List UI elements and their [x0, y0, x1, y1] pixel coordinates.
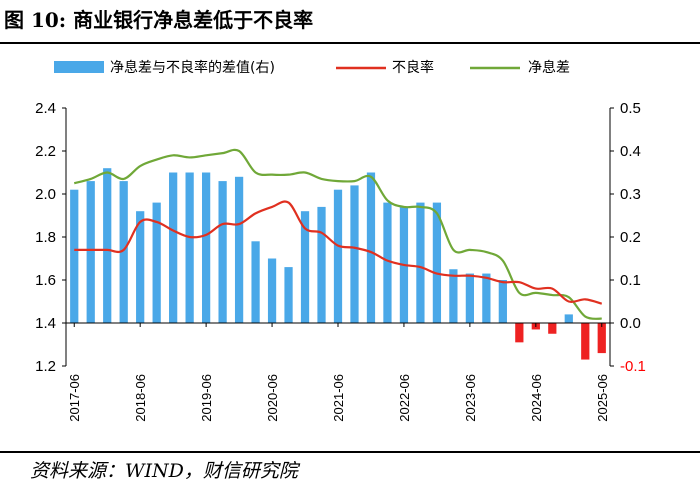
chart: 净息差与不良率的差值(右) 不良率 净息差 1.2 1.4 1.6 1.8 2.0 2.2 2.…: [35, 59, 646, 422]
spread-bar: [119, 181, 128, 323]
spread-bar: [251, 241, 260, 323]
x-tick-label: 2025-06: [595, 374, 610, 422]
spread-bar: [234, 176, 244, 323]
spread-bar: [432, 202, 442, 323]
line-series: [73, 148, 603, 320]
spread-bar: [136, 211, 145, 323]
legend-bar-swatch: [54, 61, 104, 73]
spread-bar: [70, 189, 79, 323]
spread-bar: [317, 206, 326, 323]
spread-bar: [284, 267, 293, 323]
x-tick-label: 2020-06: [265, 374, 280, 422]
spread-bar: [300, 211, 310, 323]
legend-bar-label: 净息差与不良率的差值(右): [110, 59, 275, 76]
spread-bar: [482, 273, 491, 323]
npl-line: [74, 200, 603, 305]
spread-bar: [366, 172, 376, 323]
x-tick-label: 2017-06: [67, 374, 82, 422]
x-tick-label: 2021-06: [331, 374, 346, 422]
left-tick-label: 2.0: [35, 186, 56, 203]
right-tick-label: 0.3: [620, 186, 641, 203]
spread-bar: [515, 323, 524, 343]
right-tick-label: 0.5: [620, 100, 641, 117]
right-tick-label: 0.2: [620, 229, 641, 246]
left-tick-label: 1.6: [35, 272, 56, 289]
spread-bar: [383, 202, 392, 323]
spread-bar: [449, 269, 458, 323]
figure-title: 图 10: 商业银行净息差低于不良率: [4, 8, 314, 32]
x-tick-label: 2023-06: [463, 374, 478, 422]
spread-bar: [581, 323, 590, 360]
spread-bar: [465, 273, 474, 323]
left-tick-label: 2.4: [35, 100, 56, 117]
axes: 1.2 1.4 1.6 1.8 2.0 2.2 2.4 -0.1 0.0 0.1 0.2 0.3 0.4…: [35, 100, 646, 422]
left-tick-label: 2.2: [35, 143, 56, 160]
spread-bar: [597, 323, 606, 354]
spread-bar: [169, 172, 178, 323]
spread-bar: [218, 181, 227, 323]
legend-npl-label: 不良率: [392, 59, 434, 76]
spread-bar: [548, 323, 557, 334]
spread-bar: [564, 314, 573, 323]
nim-line: [73, 148, 602, 320]
spread-bar: [416, 202, 425, 323]
x-tick-label: 2022-06: [397, 374, 412, 422]
left-tick-label: 1.8: [35, 229, 56, 246]
spread-bar: [152, 202, 161, 323]
legend: 净息差与不良率的差值(右) 不良率 净息差: [54, 59, 570, 76]
spread-bar: [185, 172, 194, 323]
left-tick-label: 1.4: [35, 315, 56, 332]
x-tick-label: 2019-06: [199, 374, 214, 422]
spread-bar: [86, 181, 95, 323]
spread-bar: [267, 258, 277, 323]
spread-bar: [202, 172, 211, 323]
right-tick-label: 0.0: [620, 315, 641, 332]
legend-nim-label: 净息差: [528, 59, 570, 76]
bar-series: [70, 168, 606, 360]
x-tick-label: 2024-06: [529, 374, 544, 422]
right-tick-label: 0.4: [620, 143, 641, 160]
left-tick-label: 1.2: [35, 358, 56, 375]
bottom-rule: [0, 451, 700, 453]
source-note: 资料来源：WIND，财信研究院: [30, 460, 298, 482]
spread-bar: [103, 168, 112, 323]
spread-bar: [350, 185, 359, 323]
spread-bar: [498, 280, 507, 323]
x-tick-label: 2018-06: [133, 374, 148, 422]
right-tick-label: 0.1: [620, 272, 641, 289]
top-rule: [0, 42, 700, 44]
spread-bar: [333, 189, 343, 323]
right-tick-label: -0.1: [620, 358, 646, 375]
